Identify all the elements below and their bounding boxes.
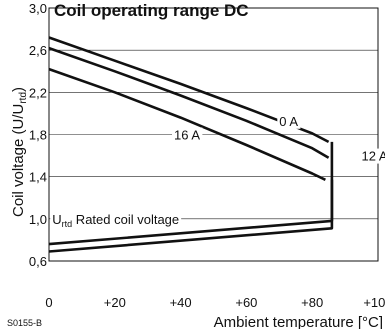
annotation-text-2: 12 A	[362, 149, 385, 164]
y-tick-labels: 0,6 1,0 1,4 1,8 2,2 2,6 3,0	[29, 1, 47, 269]
y-tick-label-3: 1,8	[29, 128, 47, 143]
annotation-text-1: 16 A	[174, 128, 200, 143]
annotation-text-3: Urtd Rated coil voltage	[52, 212, 179, 229]
x-tick-label-2: +40	[170, 295, 192, 310]
chart-title: Coil operating range DC	[54, 1, 249, 20]
y-tick-label-0: 0,6	[29, 254, 47, 269]
x-tick-label-5: +100	[363, 295, 385, 310]
x-tick-label-3: +60	[235, 295, 257, 310]
x-tick-label-4: +80	[301, 295, 323, 310]
x-tick-label-0: 0	[45, 295, 52, 310]
series-line-boundary-4	[48, 179, 334, 253]
figure-code: S0155-B	[7, 318, 42, 328]
annotation-1: 16 A	[172, 127, 203, 143]
annotations: 0 A 16 A 12 A Urtd Rated coil voltage	[50, 113, 385, 229]
plot-frame	[48, 7, 379, 262]
data-series	[48, 36, 334, 253]
y-tick-label-4: 2,2	[29, 85, 47, 100]
annotation-bg-0	[277, 113, 301, 129]
annotation-text-0: 0 A	[279, 114, 298, 129]
annotation-bg-2	[359, 148, 385, 164]
annotation-0: 0 A	[277, 113, 301, 129]
annotation-3: Urtd Rated coil voltage	[50, 211, 182, 229]
series-line-16-a	[48, 67, 326, 181]
annotation-2: 12 A	[359, 148, 385, 164]
x-tick-label-1: +20	[104, 295, 126, 310]
y-tick-label-5: 2,6	[29, 43, 47, 58]
x-axis-title: Ambient temperature [°C]	[214, 314, 383, 329]
y-axis-title: Coil voltage (U/Urtd)	[10, 87, 29, 217]
y-tick-label-1: 1,0	[29, 212, 47, 227]
series-line-0-a	[48, 36, 330, 144]
y-tick-label-6: 3,0	[29, 1, 47, 16]
annotation-bg-1	[172, 127, 203, 143]
x-tick-labels: 0 +20 +40 +60 +80 +100	[45, 295, 385, 310]
annotation-bg-3	[50, 211, 182, 229]
y-tick-label-2: 1,4	[29, 170, 47, 185]
series-line-12-a	[48, 46, 330, 159]
